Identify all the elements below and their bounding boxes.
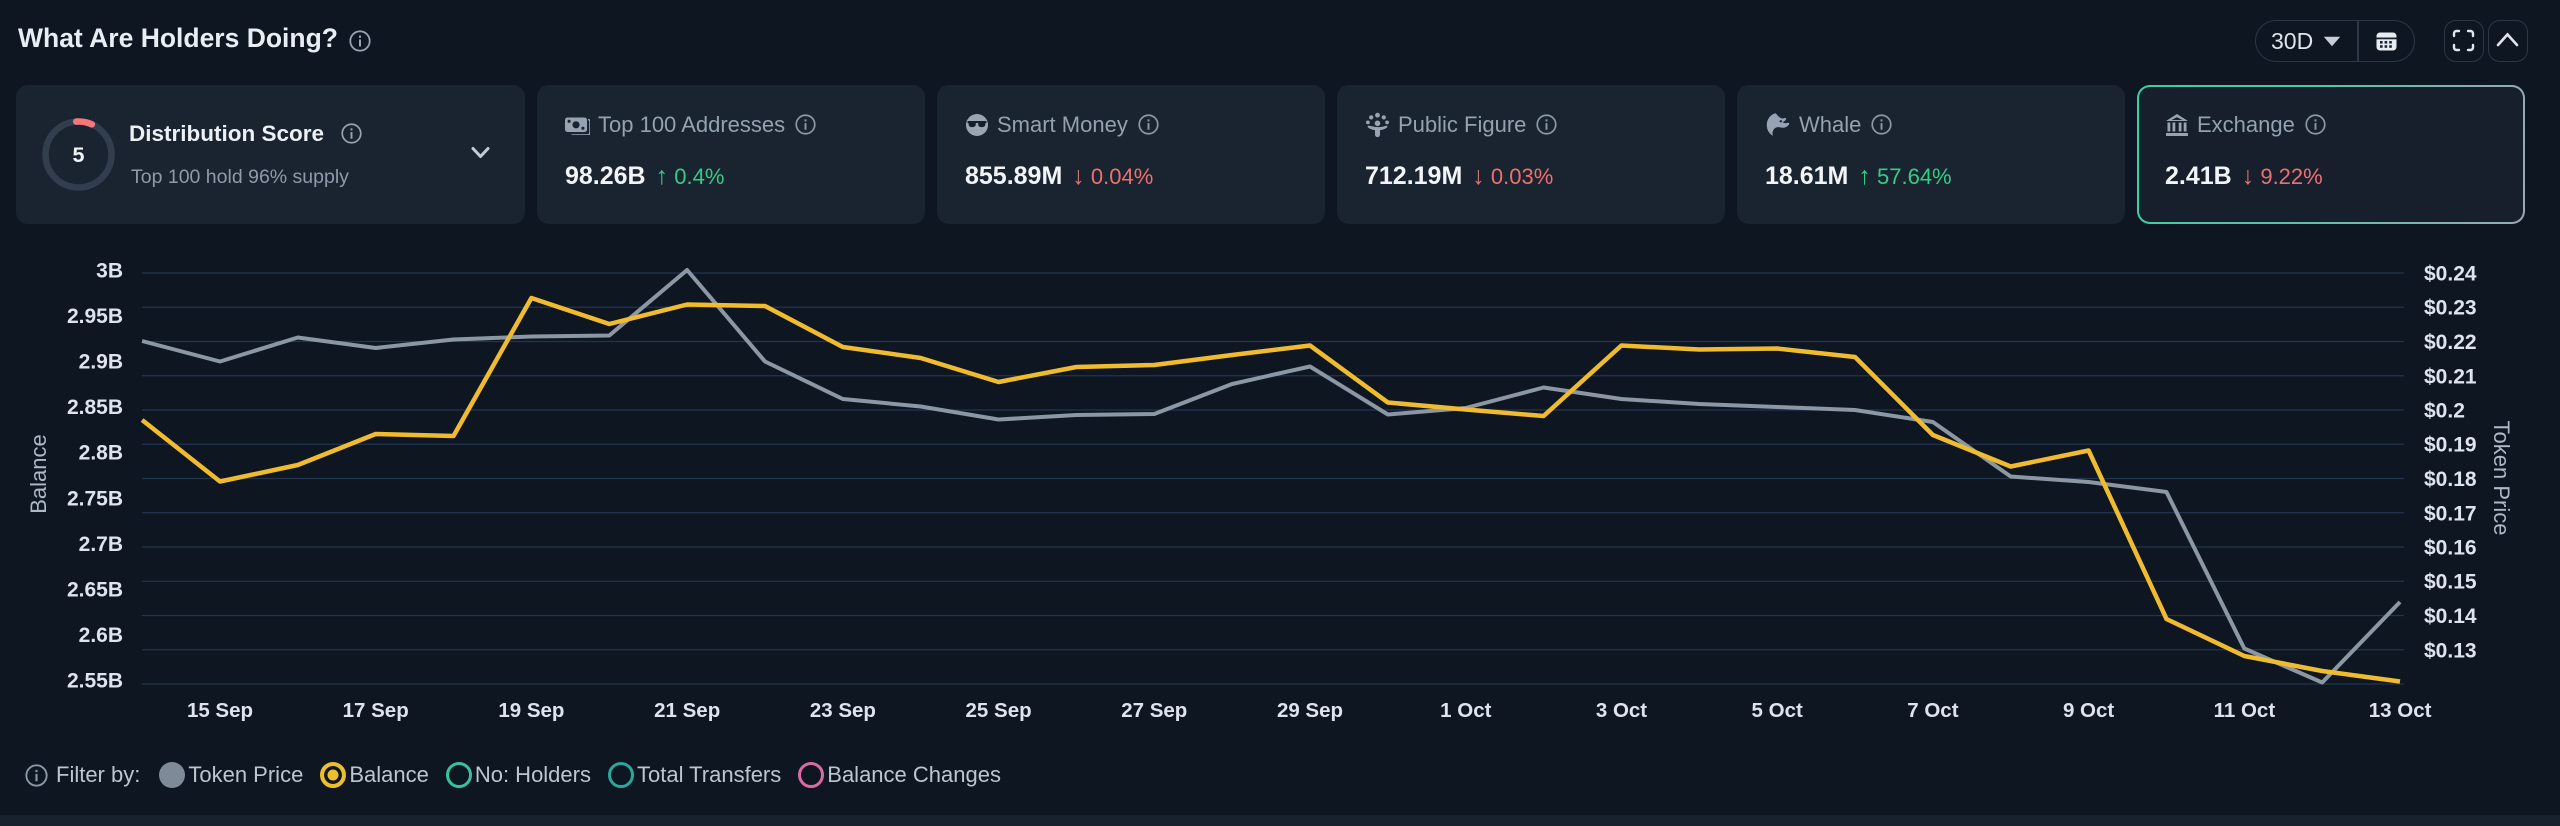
svg-text:19 Sep: 19 Sep bbox=[498, 699, 564, 722]
svg-text:5: 5 bbox=[73, 143, 85, 167]
svg-text:17 Sep: 17 Sep bbox=[343, 699, 409, 722]
svg-text:21 Sep: 21 Sep bbox=[654, 699, 720, 722]
svg-text:2.65B: 2.65B bbox=[67, 578, 123, 601]
svg-text:5 Oct: 5 Oct bbox=[1752, 699, 1803, 722]
svg-text:$0.21: $0.21 bbox=[2424, 365, 2477, 388]
svg-text:27 Sep: 27 Sep bbox=[1121, 699, 1187, 722]
svg-text:2.75B: 2.75B bbox=[67, 487, 123, 510]
svg-text:13 Oct: 13 Oct bbox=[2369, 699, 2432, 722]
svg-text:3B: 3B bbox=[96, 260, 123, 283]
svg-text:1 Oct: 1 Oct bbox=[1440, 699, 1491, 722]
svg-text:$0.16: $0.16 bbox=[2424, 537, 2477, 560]
svg-text:2.95B: 2.95B bbox=[67, 305, 123, 328]
svg-text:$0.17: $0.17 bbox=[2424, 502, 2477, 525]
svg-text:$0.23: $0.23 bbox=[2424, 297, 2477, 320]
svg-text:2.8B: 2.8B bbox=[79, 442, 123, 465]
svg-text:2.6B: 2.6B bbox=[79, 624, 123, 647]
svg-text:$0.15: $0.15 bbox=[2424, 571, 2477, 594]
svg-text:$0.22: $0.22 bbox=[2424, 331, 2477, 354]
svg-text:Balance: Balance bbox=[26, 434, 51, 514]
svg-text:$0.2: $0.2 bbox=[2424, 400, 2465, 423]
svg-text:Token Price: Token Price bbox=[2489, 421, 2514, 536]
svg-text:2.85B: 2.85B bbox=[67, 396, 123, 419]
svg-text:23 Sep: 23 Sep bbox=[810, 699, 876, 722]
svg-text:9 Oct: 9 Oct bbox=[2063, 699, 2114, 722]
svg-text:25 Sep: 25 Sep bbox=[966, 699, 1032, 722]
svg-text:$0.13: $0.13 bbox=[2424, 639, 2477, 662]
svg-text:29 Sep: 29 Sep bbox=[1277, 699, 1343, 722]
svg-text:2.55B: 2.55B bbox=[67, 669, 123, 692]
svg-text:7 Oct: 7 Oct bbox=[1907, 699, 1958, 722]
svg-text:11 Oct: 11 Oct bbox=[2214, 699, 2276, 722]
svg-text:$0.24: $0.24 bbox=[2424, 263, 2477, 286]
svg-text:$0.18: $0.18 bbox=[2424, 468, 2477, 491]
svg-text:2.7B: 2.7B bbox=[79, 533, 123, 556]
svg-text:3 Oct: 3 Oct bbox=[1596, 699, 1647, 722]
svg-text:$0.19: $0.19 bbox=[2424, 434, 2477, 457]
svg-text:$0.14: $0.14 bbox=[2424, 605, 2477, 628]
svg-text:2.9B: 2.9B bbox=[79, 351, 123, 374]
svg-text:15 Sep: 15 Sep bbox=[187, 699, 253, 722]
